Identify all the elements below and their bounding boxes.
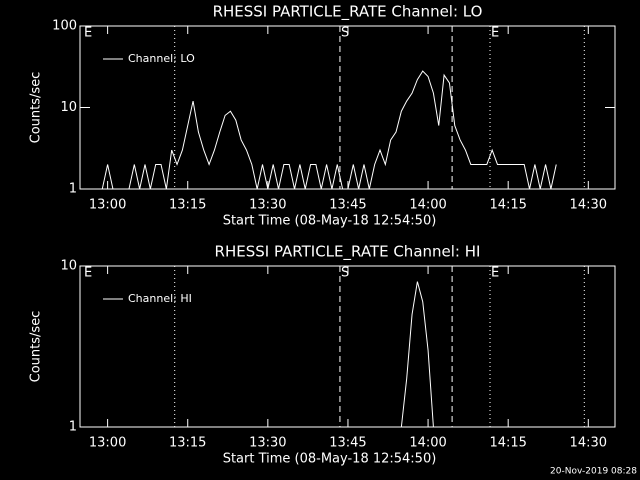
x-tick-label: 14:15 bbox=[489, 198, 526, 213]
annotation: S bbox=[341, 26, 349, 41]
x-axis-label: Start Time (08-May-18 12:54:50) bbox=[223, 452, 437, 467]
x-tick-label: 14:00 bbox=[409, 198, 446, 213]
x-tick-label: 14:00 bbox=[409, 436, 446, 451]
x-tick-label: 13:00 bbox=[89, 436, 126, 451]
annotation: E bbox=[84, 26, 92, 41]
y-axis-label: Counts/sec bbox=[29, 311, 44, 383]
x-tick-label: 14:30 bbox=[570, 436, 607, 451]
x-tick-label: 13:45 bbox=[329, 436, 366, 451]
y-tick-label: 10 bbox=[60, 259, 77, 274]
x-tick-label: 14:30 bbox=[570, 198, 607, 213]
chart-title: RHESSI PARTICLE_RATE Channel: HI bbox=[215, 243, 481, 262]
y-tick-label: 1 bbox=[69, 420, 77, 435]
x-tick-label: 13:30 bbox=[249, 436, 286, 451]
x-tick-label: 13:30 bbox=[249, 198, 286, 213]
timestamp: 20-Nov-2019 08:28 bbox=[550, 467, 637, 477]
x-axis-label: Start Time (08-May-18 12:54:50) bbox=[223, 214, 437, 229]
legend-label: Channel: HI bbox=[128, 292, 192, 305]
annotation: E bbox=[84, 266, 92, 281]
x-tick-label: 14:15 bbox=[489, 436, 526, 451]
data-line bbox=[80, 281, 434, 428]
chart-title: RHESSI PARTICLE_RATE Channel: LO bbox=[213, 3, 483, 22]
x-tick-label: 13:00 bbox=[89, 198, 126, 213]
x-tick-label: 13:45 bbox=[329, 198, 366, 213]
legend-label: Channel: LO bbox=[128, 52, 195, 65]
x-tick-label: 13:15 bbox=[169, 436, 206, 451]
y-tick-label: 10 bbox=[60, 100, 77, 115]
x-tick-label: 13:15 bbox=[169, 198, 206, 213]
annotation: E bbox=[491, 266, 499, 281]
annotation: S bbox=[341, 266, 349, 281]
annotation: E bbox=[491, 26, 499, 41]
y-tick-label: 100 bbox=[52, 19, 77, 34]
data-line bbox=[80, 70, 557, 190]
y-tick-label: 1 bbox=[69, 182, 77, 197]
y-axis-label: Counts/sec bbox=[29, 72, 44, 144]
